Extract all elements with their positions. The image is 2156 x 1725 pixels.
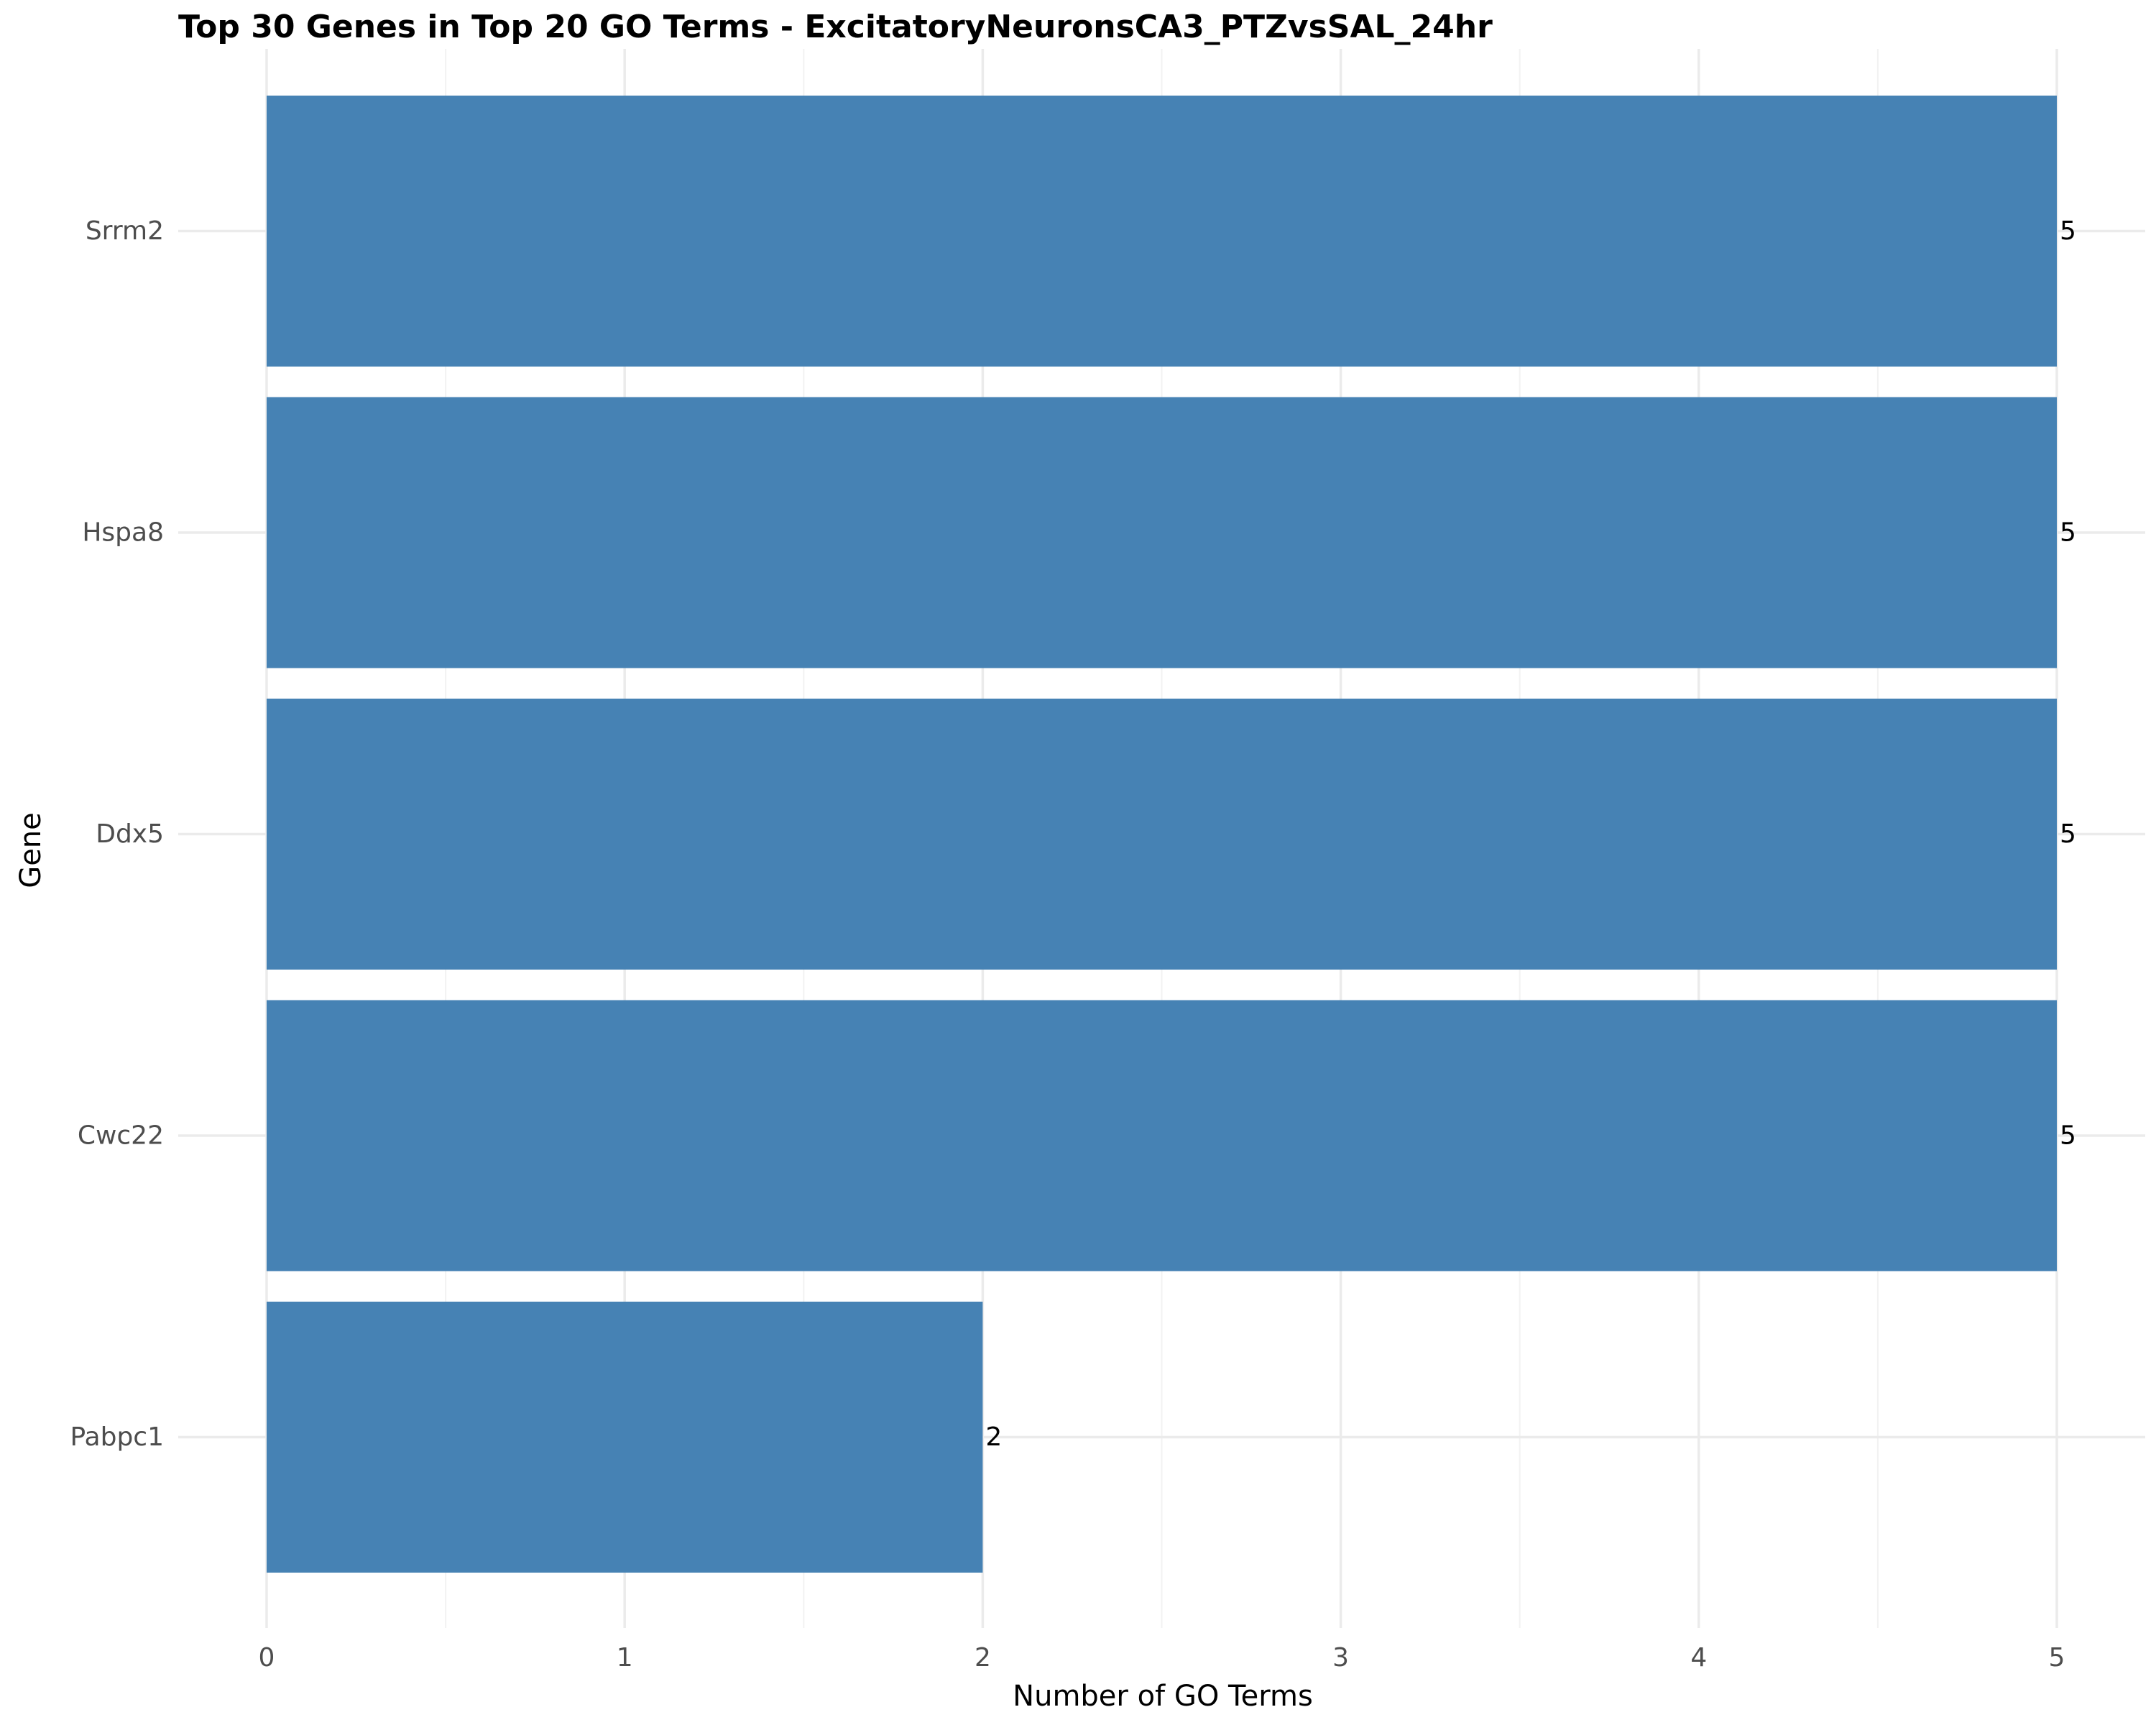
x-tick-label: 0: [259, 1643, 275, 1673]
bar-hspa8: [267, 397, 2057, 668]
data-label-ddx5: 5: [2060, 819, 2076, 849]
y-tick-label-srrm2: Srrm2: [86, 216, 164, 246]
data-label-srrm2: 5: [2060, 216, 2076, 246]
y-tick-label-pabpc1: Pabpc1: [70, 1422, 164, 1452]
x-tick-label: 2: [975, 1643, 991, 1673]
data-labels: 5 5 5 5 2: [985, 216, 2076, 1452]
bar-srrm2: [267, 96, 2057, 367]
y-tick-label-cwc22: Cwc22: [78, 1121, 164, 1151]
y-axis-title: Gene: [14, 812, 47, 888]
x-axis-ticks: 0 1 2 3 4 5: [259, 1643, 2065, 1673]
x-axis-title: Number of GO Terms: [1013, 1680, 1313, 1713]
bar-cwc22: [267, 1000, 2057, 1271]
data-label-pabpc1: 2: [985, 1422, 1002, 1452]
chart-title: Top 30 Genes in Top 20 GO Terms - Excita…: [178, 9, 1493, 45]
bars: [267, 96, 2057, 1573]
x-tick-label: 1: [617, 1643, 633, 1673]
x-tick-label: 5: [2049, 1643, 2065, 1673]
y-tick-label-ddx5: Ddx5: [96, 819, 164, 849]
data-label-cwc22: 5: [2060, 1121, 2076, 1151]
x-tick-label: 4: [1690, 1643, 1707, 1673]
x-tick-label: 3: [1332, 1643, 1349, 1673]
bar-ddx5: [267, 699, 2057, 970]
y-axis-ticks: Srrm2 Hspa8 Ddx5 Cwc22 Pabpc1: [70, 216, 164, 1452]
bar-pabpc1: [267, 1302, 983, 1573]
data-label-hspa8: 5: [2060, 518, 2076, 548]
y-tick-label-hspa8: Hspa8: [82, 518, 164, 548]
